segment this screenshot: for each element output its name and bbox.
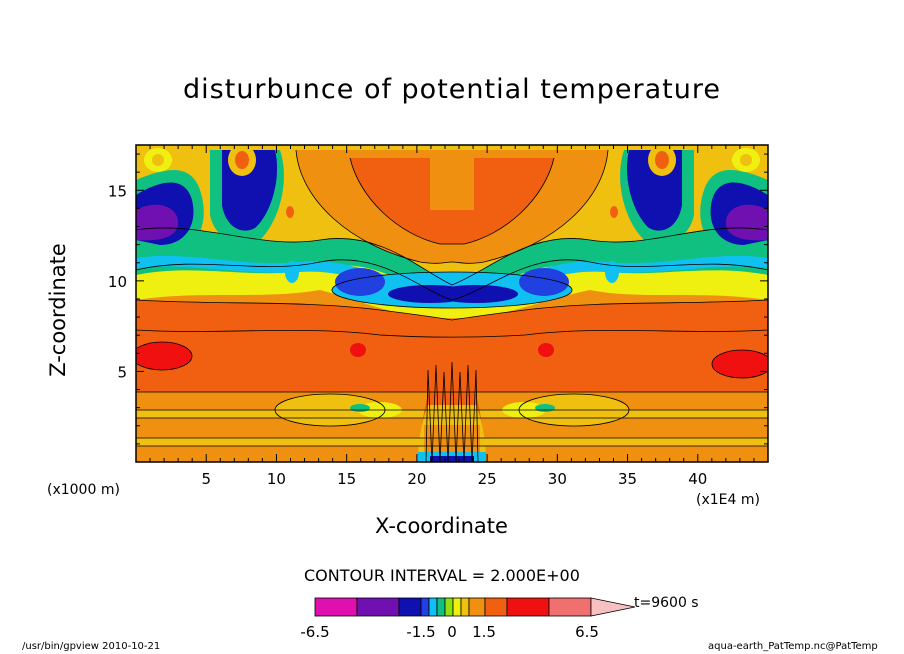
colorbar-segment [314, 597, 358, 617]
x-axis-label: X-coordinate [375, 514, 508, 538]
colorbar-segment [460, 597, 470, 617]
colorbar-segment [444, 597, 454, 617]
x-tick-label: 10 [267, 470, 286, 488]
footer-program-date: /usr/bin/gpview 2010-10-21 [22, 641, 161, 652]
colorbar-segment [356, 597, 400, 617]
colorbar-extension [590, 597, 636, 617]
x-tick-label: 40 [688, 470, 707, 488]
plot-frame [135, 144, 769, 463]
colorbar-segment [428, 597, 438, 617]
contour-plot-area [136, 145, 768, 462]
x-tick-label: 15 [337, 470, 356, 488]
y-tick-label: 15 [108, 182, 127, 200]
colorbar-segment [548, 597, 592, 617]
colorbar-tick-label: -6.5 [300, 623, 329, 641]
chart-title: disturbunce of potential temperature [183, 74, 721, 105]
x-tick-label: 5 [201, 470, 211, 488]
colorbar-segment [452, 597, 462, 617]
colorbar-segment [484, 597, 508, 617]
blob-red-left [136, 342, 192, 370]
colorbar-segment [398, 597, 422, 617]
time-label: t=9600 s [634, 595, 699, 611]
contour-interval-label: CONTOUR INTERVAL = 2.000E+00 [304, 566, 580, 585]
x-unit-label-secondary: (x1E4 m) [696, 492, 760, 508]
colorbar-segment [420, 597, 430, 617]
y-tick-label: 10 [108, 273, 127, 291]
x-tick-label: 25 [478, 470, 497, 488]
x-tick-label: 35 [618, 470, 637, 488]
colorbar-segment [436, 597, 446, 617]
blob-red-right [712, 350, 768, 378]
footer-source-file: aqua-earth_PatTemp.nc@PatTemp [708, 641, 878, 652]
colorbar-tick-label: 6.5 [575, 623, 599, 641]
colorbar-tick-label: 1.5 [472, 623, 496, 641]
colorbar-tick-label: 0 [447, 623, 457, 641]
band-green [136, 227, 768, 300]
colorbar-segment [506, 597, 550, 617]
y-axis-label: Z-coordinate [46, 243, 70, 377]
x-tick-label: 20 [407, 470, 426, 488]
x-tick-labels: 5 10 15 20 25 30 35 40 [201, 470, 707, 488]
x-tick-label: 30 [548, 470, 567, 488]
axis-ticks [136, 145, 768, 462]
colorbar-tick-label: -1.5 [406, 623, 435, 641]
colorbar-segment [468, 597, 486, 617]
y-tick-labels: 5 10 15 [108, 182, 127, 381]
colorbar [314, 597, 636, 617]
colorbar-tick-labels: -6.5 -1.5 0 1.5 6.5 [300, 623, 599, 641]
y-tick-label: 5 [117, 363, 127, 381]
x-unit-label: (x1000 m) [47, 482, 120, 498]
